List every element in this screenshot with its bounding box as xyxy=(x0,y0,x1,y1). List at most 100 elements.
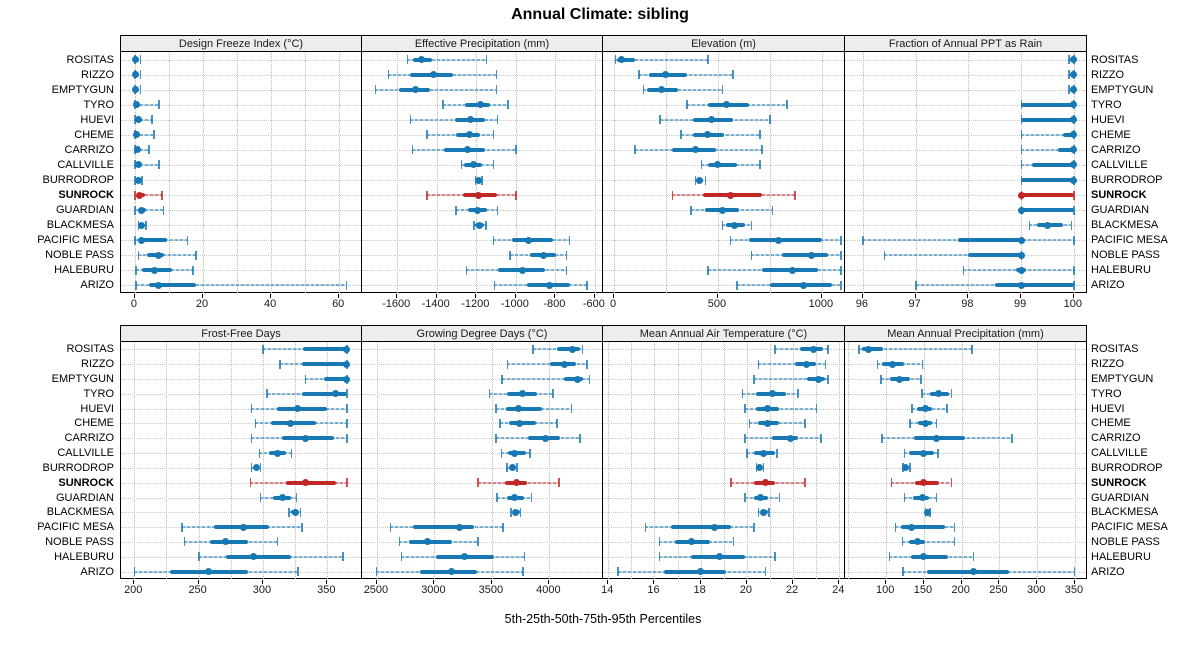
whisker-cap xyxy=(971,344,973,354)
whisker-cap xyxy=(759,130,761,140)
whisker-5-95 xyxy=(744,407,817,410)
whisker-5-95 xyxy=(134,118,152,121)
gridline-horizontal xyxy=(603,349,844,351)
gridline-horizontal xyxy=(121,74,361,76)
whisker-cap xyxy=(139,85,142,95)
whisker-cap xyxy=(304,374,307,384)
gridline-horizontal xyxy=(603,408,844,410)
axis-tick-label: 3500 xyxy=(478,584,504,596)
station-label-left-haleburu: HALEBURU xyxy=(54,264,114,277)
whisker-cap xyxy=(568,235,571,245)
axis-tick xyxy=(914,294,916,298)
gridline-vertical xyxy=(1074,342,1076,579)
axis-tick-label: -1600 xyxy=(382,298,411,310)
axis-tick-label: 150 xyxy=(913,584,933,596)
whisker-cap xyxy=(638,70,640,80)
median-dot xyxy=(134,116,142,124)
whisker-5-95 xyxy=(407,58,487,61)
axis-tick-label: 0 xyxy=(609,298,617,310)
gridline-horizontal xyxy=(845,541,1086,543)
median-dot xyxy=(222,538,230,546)
iqr-bar-25-75 xyxy=(413,525,474,530)
station-label-left-arizo: ARIZO xyxy=(80,279,114,292)
whisker-cap xyxy=(820,433,822,443)
median-dot xyxy=(138,236,146,244)
whisker-cap xyxy=(519,507,522,517)
axis-tick xyxy=(716,294,718,298)
station-label-right-emptygun: EMPTYGUN xyxy=(1091,83,1154,96)
median-dot xyxy=(476,101,484,109)
whisker-cap xyxy=(730,478,732,488)
median-dot xyxy=(134,146,142,154)
whisker-cap xyxy=(499,418,501,428)
median-dot xyxy=(759,449,767,457)
gridline-horizontal xyxy=(121,180,361,182)
axis-tick xyxy=(1072,294,1074,298)
median-dot xyxy=(864,345,872,353)
whisker-5-95 xyxy=(135,284,346,287)
axis-tick xyxy=(967,294,969,298)
gridline-vertical xyxy=(1037,342,1039,579)
station-label-right-carrizo: CARRIZO xyxy=(1091,432,1141,445)
whisker-cap xyxy=(552,389,554,399)
whisker-cap xyxy=(426,190,428,200)
median-dot xyxy=(757,494,765,502)
station-label-right-tyro: TYRO xyxy=(1091,98,1122,111)
whisker-cap xyxy=(515,190,517,200)
gridline-vertical xyxy=(1021,52,1023,293)
whisker-cap xyxy=(744,493,746,503)
median-dot xyxy=(1070,71,1078,79)
axis-tick xyxy=(593,294,595,298)
station-label-right-burrodrop: BURRODROP xyxy=(1091,461,1163,474)
median-dot xyxy=(789,266,797,274)
whisker-cap xyxy=(492,160,495,170)
whisker-cap xyxy=(442,100,444,110)
median-dot xyxy=(708,116,716,124)
axis-tick-label: 20 xyxy=(739,584,752,596)
gridline-vertical xyxy=(886,342,888,579)
whisker-cap xyxy=(493,280,496,290)
median-dot xyxy=(301,479,309,487)
gridline-horizontal xyxy=(121,423,361,425)
whisker-cap xyxy=(477,478,479,488)
iqr-bar-25-75 xyxy=(148,283,197,288)
whisker-cap xyxy=(920,374,922,384)
whisker-cap xyxy=(761,145,763,155)
whisker-cap xyxy=(1020,145,1023,155)
axis-tick-label: 14 xyxy=(601,584,614,596)
gridline-vertical xyxy=(968,52,970,293)
iqr-bar-25-75 xyxy=(1021,178,1074,183)
axis-tick xyxy=(653,580,655,584)
whisker-cap xyxy=(135,280,137,290)
whisker-cap xyxy=(492,130,495,140)
whisker-cap xyxy=(186,235,189,245)
whisker-cap xyxy=(297,567,299,577)
whisker-cap xyxy=(558,478,560,488)
whisker-cap xyxy=(762,463,765,473)
whisker-cap xyxy=(750,250,753,260)
whisker-cap xyxy=(902,567,904,577)
iqr-bar-25-75 xyxy=(861,347,884,352)
axis-tick xyxy=(745,580,747,584)
whisker-cap xyxy=(346,478,348,488)
gridline-horizontal xyxy=(603,255,844,257)
gridline-vertical xyxy=(134,52,136,293)
iqr-bar-25-75 xyxy=(302,347,347,352)
whisker-5-95 xyxy=(615,58,708,61)
whisker-cap xyxy=(748,418,751,428)
median-dot xyxy=(574,375,582,383)
gridline-horizontal xyxy=(121,210,361,212)
axis-tick-label: 1000 xyxy=(808,298,834,310)
whisker-5-95 xyxy=(375,88,497,91)
whisker-cap xyxy=(141,175,143,185)
median-dot xyxy=(155,251,163,259)
gridline-vertical xyxy=(746,342,748,579)
whisker-cap xyxy=(495,85,498,95)
station-label-left-huevi: HUEVI xyxy=(80,402,114,415)
whisker-cap xyxy=(406,55,409,65)
axis-tick-label: 98 xyxy=(961,298,974,310)
gridline-horizontal xyxy=(603,364,844,366)
whisker-cap xyxy=(946,404,948,414)
gridline-horizontal xyxy=(603,89,844,91)
whisker-cap xyxy=(972,552,975,562)
